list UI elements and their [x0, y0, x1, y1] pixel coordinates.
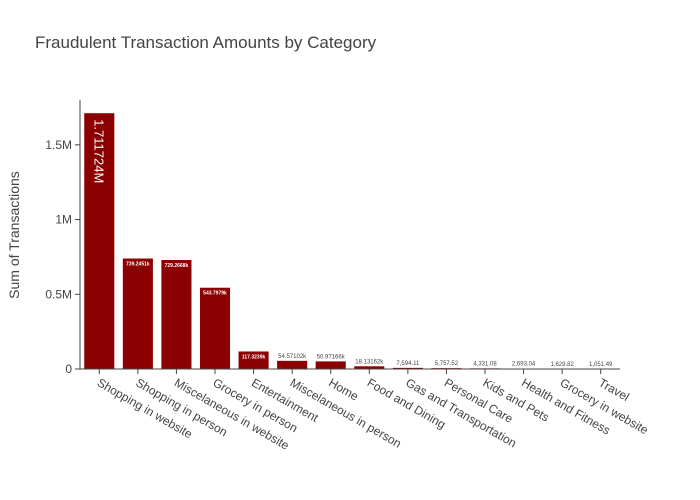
bar — [392, 367, 423, 369]
data-label: 739.2451k — [126, 262, 150, 268]
bar — [238, 351, 269, 369]
plot-area: 1.711724M 739.2451k 729.2668k 543.7979k 117.… — [84, 113, 616, 370]
data-label: 117.3239k — [242, 354, 266, 360]
bar — [122, 258, 153, 369]
y-axis-title: Sum of Transactions — [6, 171, 22, 299]
y-tick-label: 1.5M — [45, 138, 72, 152]
bar — [315, 361, 346, 369]
data-label: 729.2668k — [165, 263, 189, 269]
data-label: 50.97166k — [317, 354, 346, 360]
bar — [161, 260, 192, 369]
bar — [84, 113, 115, 370]
bar — [277, 360, 308, 369]
data-label: 5,757.52 — [435, 361, 459, 367]
y-axis: 0 0.5M 1M 1.5M — [45, 100, 81, 376]
data-label: 54.57102k — [278, 354, 307, 360]
data-label: 7,594.11 — [396, 361, 420, 367]
data-label: 1,051.49 — [589, 362, 613, 368]
bar — [199, 287, 231, 369]
data-label: 4,331.08 — [473, 361, 497, 367]
data-label: 1,629.82 — [550, 362, 574, 368]
data-label: 543.7979k — [203, 291, 227, 297]
data-label: 1.711724M — [91, 119, 106, 183]
data-label: 2,693.04 — [512, 362, 536, 368]
y-tick-label: 0 — [65, 362, 72, 376]
data-label: 18.13162k — [355, 359, 384, 365]
bar — [354, 366, 385, 369]
y-tick-label: 1M — [55, 213, 72, 227]
chart-title: Fraudulent Transaction Amounts by Catego… — [35, 33, 377, 52]
y-tick-label: 0.5M — [45, 287, 72, 301]
